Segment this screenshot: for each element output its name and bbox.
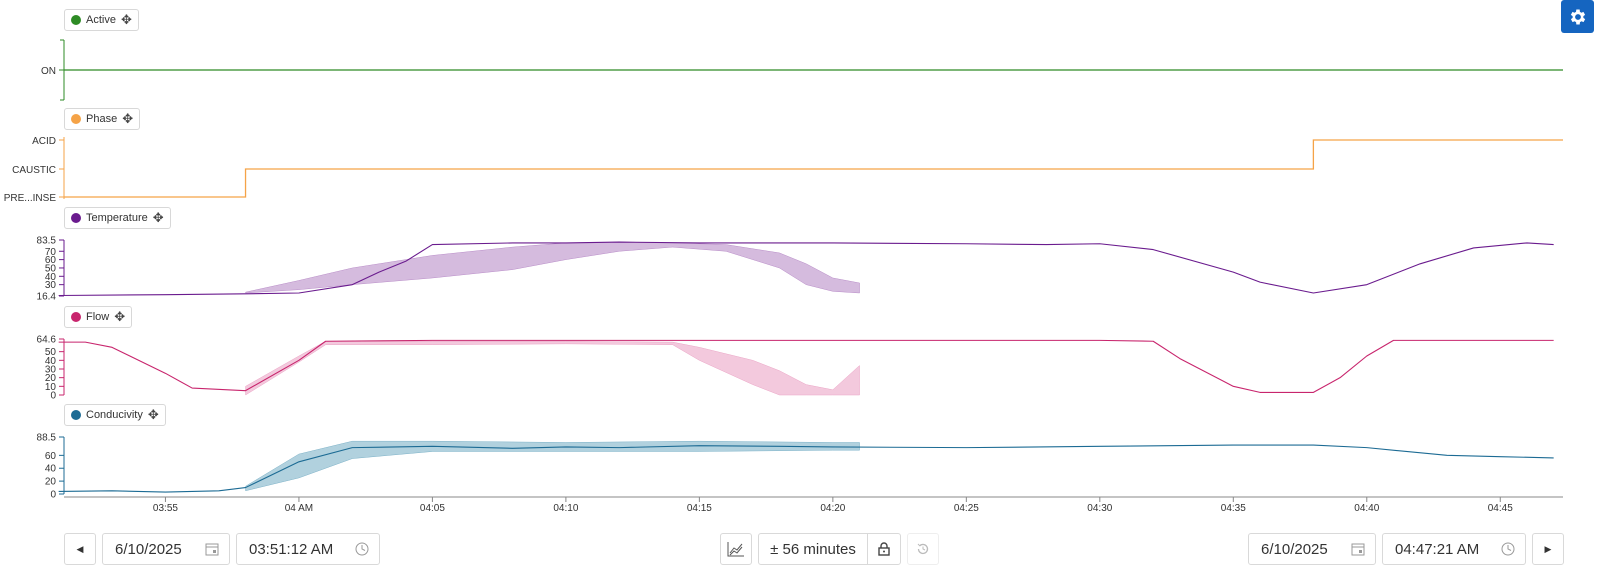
end-time-value: 04:47:21 AM: [1395, 540, 1480, 558]
calendar-icon[interactable]: [1351, 542, 1365, 556]
temperature-series-line: [58, 241, 1554, 297]
x-tick-label: 04:45: [1488, 503, 1513, 514]
x-tick-label: 04:15: [687, 503, 712, 514]
clock-icon[interactable]: [355, 542, 369, 556]
temperature-y-tick-label: 60: [45, 255, 57, 266]
legend-temperature-label: Temperature: [86, 212, 148, 224]
x-tick-label: 04:10: [553, 503, 578, 514]
move-icon[interactable]: ✥: [147, 407, 159, 422]
temperature-band: [245, 241, 860, 294]
conducivity-y-tick-label: 20: [45, 477, 57, 488]
phase-y-label: PRE...INSE: [4, 193, 57, 204]
flow-series-line: [58, 339, 1554, 393]
end-date-field[interactable]: 6/10/2025: [1248, 533, 1376, 565]
conducivity-y-tick-label: 60: [45, 451, 57, 462]
history-icon: [917, 543, 929, 555]
flow-y-tick-label: 30: [45, 364, 57, 375]
move-icon[interactable]: ✥: [152, 210, 164, 225]
chevron-right-icon: ▶: [1544, 543, 1552, 554]
prev-button[interactable]: ◀: [64, 533, 96, 565]
active-y-label: ON: [41, 66, 56, 77]
lock-button[interactable]: [868, 534, 900, 564]
trend-chart: 03:55 04 AM 04:05 04:10 04:15 04:20 04:25 04:30…: [4, 39, 1563, 514]
gear-icon: [1570, 9, 1585, 24]
legend-flow[interactable]: Flow ✥: [64, 306, 133, 328]
phase-y-label: CAUSTIC: [12, 165, 56, 176]
legend-active-label: Active: [86, 14, 116, 26]
legend-conducivity[interactable]: Conducivity ✥: [64, 404, 166, 426]
legend-phase-label: Phase: [86, 113, 118, 125]
start-date-field[interactable]: 6/10/2025: [102, 533, 230, 565]
legend-conducivity-label: Conducivity: [86, 409, 143, 421]
phase-color-dot: [71, 114, 81, 124]
flow-color-dot: [71, 312, 81, 322]
chevron-left-icon: ◀: [76, 543, 84, 554]
next-button[interactable]: ▶: [1532, 533, 1564, 565]
flow-y-tick-label: 50: [45, 347, 57, 358]
start-time-value: 03:51:12 AM: [249, 540, 334, 558]
conducivity-y-tick-label: 0: [50, 490, 56, 501]
conducivity-series-line: [58, 444, 1554, 493]
temperature-y-tick-label: 50: [45, 263, 57, 274]
legend-active[interactable]: Active ✥: [64, 9, 139, 31]
conducivity-band: [245, 440, 860, 492]
flow-y-tick-label: 64.6: [37, 335, 57, 346]
x-tick-label: 04:05: [420, 503, 445, 514]
start-time-field[interactable]: 03:51:12 AM: [236, 533, 380, 565]
temperature-y-tick-label: 16.4: [37, 292, 57, 303]
conducivity-color-dot: [71, 410, 81, 420]
temperature-y-tick-label: 30: [45, 280, 57, 291]
legend-temperature[interactable]: Temperature ✥: [64, 207, 171, 229]
temperature-y-tick-label: 83.5: [37, 236, 57, 247]
phase-y-label: ACID: [32, 136, 56, 147]
flow-y-tick-label: 20: [45, 373, 57, 384]
x-tick-label: 04 AM: [285, 503, 313, 514]
settings-button[interactable]: [1561, 0, 1594, 33]
temperature-y-tick-label: 40: [45, 272, 57, 283]
move-icon[interactable]: ✥: [122, 111, 134, 126]
x-tick-label: 03:55: [153, 503, 178, 514]
phase-series-line: [64, 139, 1563, 198]
temperature-color-dot: [71, 213, 81, 223]
temperature-y-tick-label: 70: [45, 247, 57, 258]
active-color-dot: [71, 15, 81, 25]
clock-icon[interactable]: [1501, 542, 1515, 556]
chart-options-button[interactable]: [720, 533, 752, 565]
lock-icon: [878, 542, 890, 556]
history-button[interactable]: [907, 533, 939, 565]
legend-flow-label: Flow: [86, 311, 110, 323]
start-date-value: 6/10/2025: [115, 540, 182, 558]
move-icon[interactable]: ✥: [114, 309, 126, 324]
x-tick-label: 04:20: [820, 503, 845, 514]
flow-band: [245, 341, 860, 396]
conducivity-y-tick-label: 40: [45, 464, 57, 475]
calendar-icon[interactable]: [205, 542, 219, 556]
flow-y-tick-label: 0: [50, 391, 56, 402]
end-date-value: 6/10/2025: [1261, 540, 1328, 558]
x-tick-label: 04:35: [1221, 503, 1246, 514]
conducivity-y-tick-label: 88.5: [37, 433, 57, 444]
x-tick-label: 04:30: [1087, 503, 1112, 514]
x-tick-label: 04:25: [954, 503, 979, 514]
move-icon[interactable]: ✥: [120, 12, 132, 27]
chart-icon: [727, 542, 744, 557]
time-window-value[interactable]: ± 56 minutes: [759, 534, 868, 564]
end-time-field[interactable]: 04:47:21 AM: [1382, 533, 1526, 565]
flow-y-tick-label: 40: [45, 356, 57, 367]
x-tick-label: 04:40: [1354, 503, 1379, 514]
flow-y-tick-label: 10: [45, 382, 57, 393]
legend-phase[interactable]: Phase ✥: [64, 108, 141, 130]
